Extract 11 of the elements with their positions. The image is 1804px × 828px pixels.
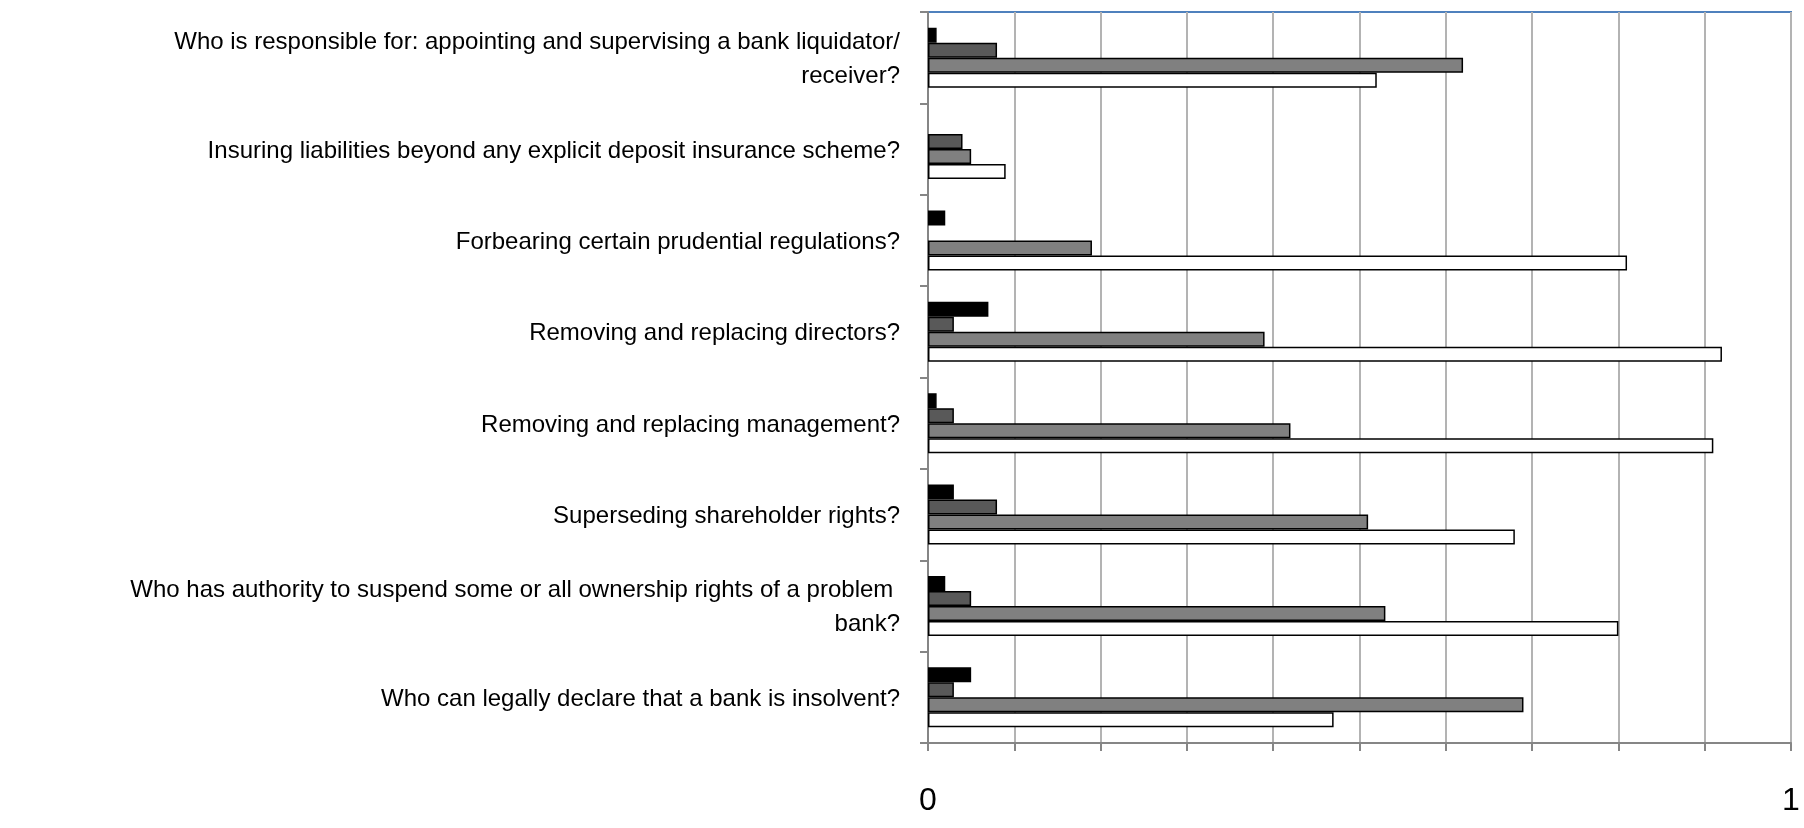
y-tick-label: Who has authority to suspend some or all ownership rights of a problem bank? (130, 575, 900, 637)
x-tick-label: 1 (1782, 781, 1800, 817)
y-tick-label: Who is responsible for: appointing and supervising a bank liquidator/receiver? (174, 27, 901, 89)
y-tick-label: Forbearing certain prudential regulations? (455, 226, 900, 254)
y-tick-label: Insuring liabilities beyond any explicit deposit insurance scheme? (207, 135, 900, 163)
y-tick-label: Removing and replacing management? (481, 409, 900, 437)
x-tick-label: 0 (919, 781, 937, 817)
y-tick-label: Removing and replacing directors? (529, 318, 900, 346)
bar (928, 210, 946, 226)
y-tick-label: Who can legally declare that a bank is insolvent? (381, 683, 900, 711)
y-tick-label: Superseding shareholder rights? (553, 501, 900, 529)
